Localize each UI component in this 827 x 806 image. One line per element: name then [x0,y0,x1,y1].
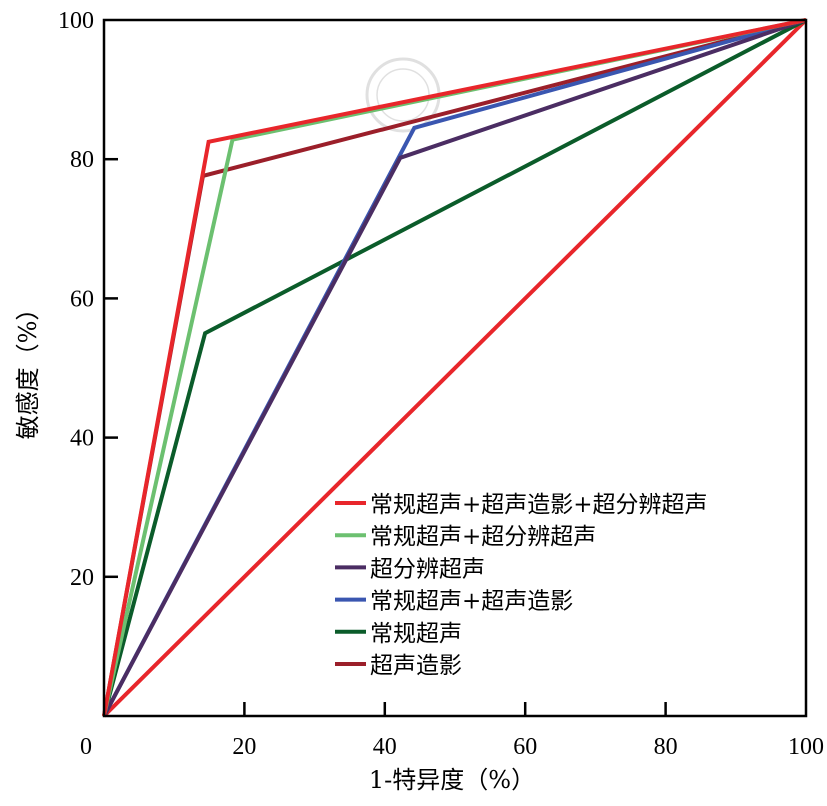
x-tick-label: 60 [513,734,537,760]
ticks: 0 20 40 60 80 100 20 40 60 80 100 [58,8,824,760]
reference-diagonal-line [102,18,808,718]
y-tick-label: 20 [70,565,94,591]
series-line-2 [102,18,807,717]
legend-label: 超声造影 [370,653,462,679]
y-axis-title: 敏感度（%） [14,297,42,440]
series-line-0 [102,18,807,717]
x-tick-label: 0 [80,734,92,760]
series-line-4 [102,18,807,717]
legend: 常规超声+超声造影+超分辨超声常规超声+超分辨超声超分辨超声常规超声+超声造影常… [335,492,708,679]
legend-label: 常规超声 [370,621,462,647]
series-layer [102,18,808,718]
y-tick-label: 40 [70,426,94,452]
legend-label: 常规超声+超声造影 [370,589,573,615]
x-tick-label: 40 [373,734,397,760]
y-tick-label: 80 [70,147,94,173]
x-axis-title: 1-特异度（%） [369,766,535,794]
legend-label: 常规超声+超声造影+超分辨超声 [370,492,708,518]
legend-label: 常规超声+超分辨超声 [370,524,596,550]
plot-frame [102,18,808,718]
x-tick-label: 20 [232,734,256,760]
legend-label: 超分辨超声 [370,556,485,582]
y-tick-label: 100 [58,8,94,34]
x-tick-label: 80 [654,734,678,760]
y-tick-label: 60 [70,286,94,312]
x-tick-label: 100 [788,734,824,760]
